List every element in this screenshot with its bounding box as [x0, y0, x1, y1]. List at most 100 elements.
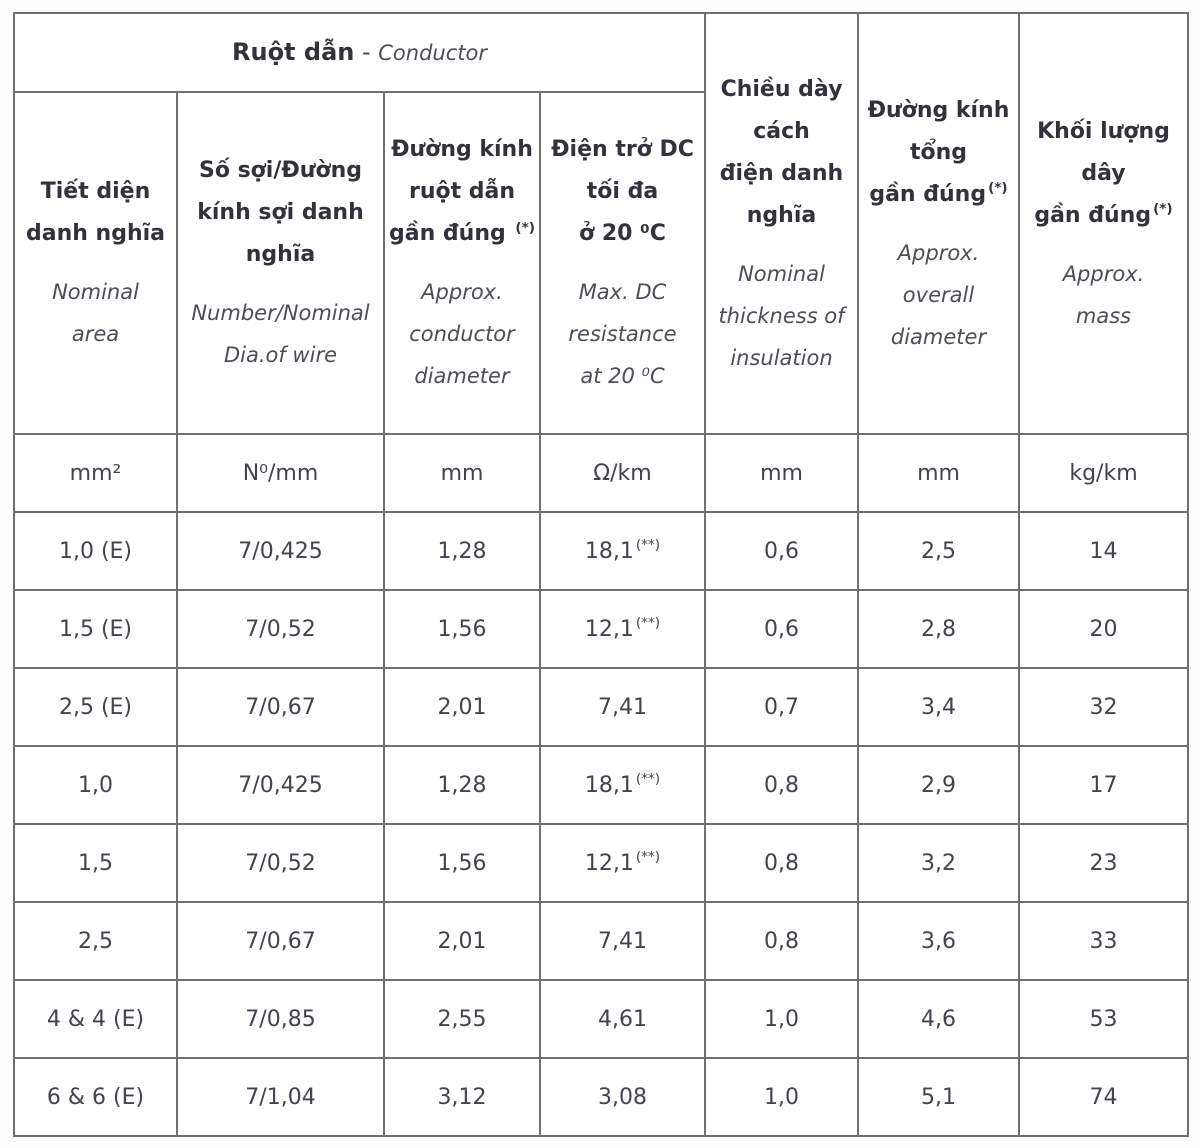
col-header-approx-overall-diameter: Đường kính tổng gần đúng (*) Approx. over… [857, 12, 1020, 435]
unit-mass: kg/km [1018, 433, 1189, 513]
unit-insulation-thickness: mm [704, 433, 859, 513]
cable-spec-table: Ruột dẫn - Conductor Chiều dày cách điện… [13, 12, 1189, 1137]
cell-nominal-insulation-thickness-row3: 0,7 [704, 667, 859, 747]
cell-number-nominal-dia-of-wire-row7: 7/0,85 [176, 979, 385, 1059]
cell-approx-mass-row7: 53 [1018, 979, 1189, 1059]
unit-conductor-diameter: mm [383, 433, 541, 513]
cell-max-dc-resistance-row2: 12,1 (**) [539, 589, 706, 669]
cell-nominal-insulation-thickness-row2: 0,6 [704, 589, 859, 669]
cell-approx-conductor-diameter-row5: 1,56 [383, 823, 541, 903]
unit-dc-resistance: Ω/km [539, 433, 706, 513]
footnote-mark: (**) [635, 615, 661, 632]
cell-max-dc-resistance-row3: 7,41 [539, 667, 706, 747]
table-row-3: 2,5 (E) 7/0,67 2,01 7,41 0,7 3,4 32 [13, 667, 1189, 747]
cell-number-nominal-dia-of-wire-row5: 7/0,52 [176, 823, 385, 903]
col-header-nominal-insulation-thickness: Chiều dày cách điện danh nghĩa Nominal t… [704, 12, 859, 435]
cell-number-nominal-dia-of-wire-row1: 7/0,425 [176, 511, 385, 591]
cell-nominal-area-row2: 1,5 (E) [13, 589, 178, 669]
cell-approx-overall-diameter-row6: 3,6 [857, 901, 1020, 981]
header-en-conductor-diameter: Approx. conductor diameter [409, 280, 515, 388]
cell-max-dc-resistance-row4: 18,1 (**) [539, 745, 706, 825]
column-header-row: Tiết diện danh nghĩa Nominal area Số sợi… [13, 91, 1188, 435]
cell-nominal-insulation-thickness-row6: 0,8 [704, 901, 859, 981]
cell-approx-conductor-diameter-row2: 1,56 [383, 589, 541, 669]
footnote-mark: (**) [635, 771, 661, 788]
group-header-title: Ruột dẫn - Conductor [232, 38, 487, 66]
header-footnote-mark: (*) [988, 180, 1008, 197]
group-header-separator: - [354, 37, 379, 66]
cell-approx-conductor-diameter-row7: 2,55 [383, 979, 541, 1059]
header-vi-overall-diameter: Đường kính tổng gần đúng (*) [867, 97, 1010, 207]
cell-approx-overall-diameter-row2: 2,8 [857, 589, 1020, 669]
header-vi-insulation: Chiều dày cách điện danh nghĩa [719, 76, 844, 228]
table-body: 1,0 (E) 7/0,425 1,28 18,1 (**) 0,6 2,5 14 1,5 (E… [13, 511, 1189, 1137]
cell-approx-overall-diameter-row1: 2,5 [857, 511, 1020, 591]
header-en-number-dia: Number/Nominal Dia.of wire [191, 301, 370, 367]
cell-approx-conductor-diameter-row8: 3,12 [383, 1057, 541, 1137]
table-row-7: 4 & 4 (E) 7/0,85 2,55 4,61 1,0 4,6 53 [13, 979, 1189, 1059]
header-en-mass: Approx. mass [1062, 261, 1145, 328]
cell-number-nominal-dia-of-wire-row8: 7/1,04 [176, 1057, 385, 1137]
cell-approx-overall-diameter-row3: 3,4 [857, 667, 1020, 747]
unit-overall-diameter: mm [857, 433, 1020, 513]
cell-approx-mass-row1: 14 [1018, 511, 1189, 591]
cell-approx-mass-row2: 20 [1018, 589, 1189, 669]
group-header-en: Conductor [378, 40, 487, 65]
footnote-mark: (**) [635, 537, 661, 554]
cell-approx-conductor-diameter-row6: 2,01 [383, 901, 541, 981]
group-header-vi: Ruột dẫn [232, 37, 355, 66]
col-header-approx-mass: Khối lượng dây gần đúng (*) Approx. mass [1018, 12, 1189, 435]
table-row-8: 6 & 6 (E) 7/1,04 3,12 3,08 1,0 5,1 74 [13, 1057, 1189, 1137]
cell-max-dc-resistance-row1: 18,1 (**) [539, 511, 706, 591]
unit-number-dia: N⁰/mm [176, 433, 385, 513]
cell-approx-mass-row8: 74 [1018, 1057, 1189, 1137]
header-vi-dc-resistance: Điện trở DC tối đa ở 20 ⁰C [551, 137, 694, 246]
table-row-4: 1,0 7/0,425 1,28 18,1 (**) 0,8 2,9 17 [13, 745, 1189, 825]
unit-nominal-area: mm² [13, 433, 178, 513]
group-header-conductor: Ruột dẫn - Conductor [13, 12, 706, 93]
cell-approx-mass-row5: 23 [1018, 823, 1189, 903]
cell-nominal-area-row7: 4 & 4 (E) [13, 979, 178, 1059]
cell-approx-mass-row6: 33 [1018, 901, 1189, 981]
header-en-insulation: Nominal thickness of insulation [718, 261, 845, 370]
col-header-max-dc-resistance: Điện trở DC tối đa ở 20 ⁰C Max. DC resis… [539, 91, 706, 435]
cell-nominal-area-row5: 1,5 [13, 823, 178, 903]
header-vi-conductor-diameter: Đường kính ruột dẫn gần đúng (*) [389, 137, 536, 246]
cell-approx-mass-row3: 32 [1018, 667, 1189, 747]
group-header-row: Ruột dẫn - Conductor Chiều dày cách điện… [13, 12, 1189, 435]
cell-nominal-insulation-thickness-row5: 0,8 [704, 823, 859, 903]
cell-approx-overall-diameter-row8: 5,1 [857, 1057, 1020, 1137]
col-header-number-nominal-dia-of-wire: Số sợi/Đường kính sợi danh nghĩa Number/… [176, 91, 385, 435]
cell-nominal-area-row1: 1,0 (E) [13, 511, 178, 591]
cell-nominal-insulation-thickness-row7: 1,0 [704, 979, 859, 1059]
cell-approx-conductor-diameter-row3: 2,01 [383, 667, 541, 747]
header-vi-number-dia: Số sợi/Đường kính sợi danh nghĩa [197, 158, 364, 267]
header-footnote-mark: (*) [1153, 201, 1173, 218]
header-en-dc-resistance: Max. DC resistance at 20 ⁰C [568, 280, 677, 388]
cell-approx-overall-diameter-row5: 3,2 [857, 823, 1020, 903]
cell-nominal-area-row8: 6 & 6 (E) [13, 1057, 178, 1137]
cell-number-nominal-dia-of-wire-row3: 7/0,67 [176, 667, 385, 747]
cell-number-nominal-dia-of-wire-row4: 7/0,425 [176, 745, 385, 825]
cell-max-dc-resistance-row5: 12,1 (**) [539, 823, 706, 903]
cell-max-dc-resistance-row6: 7,41 [539, 901, 706, 981]
col-header-nominal-area: Tiết diện danh nghĩa Nominal area [13, 91, 178, 435]
table-row-1: 1,0 (E) 7/0,425 1,28 18,1 (**) 0,6 2,5 14 [13, 511, 1189, 591]
units-row: mm² N⁰/mm mm Ω/km mm mm kg/km [13, 433, 1189, 513]
table-row-5: 1,5 7/0,52 1,56 12,1 (**) 0,8 3,2 23 [13, 823, 1189, 903]
header-footnote-mark: (*) [515, 219, 536, 236]
header-en-overall-diameter: Approx. overall diameter [890, 240, 987, 349]
table-row-6: 2,5 7/0,67 2,01 7,41 0,8 3,6 33 [13, 901, 1189, 981]
cell-approx-conductor-diameter-row4: 1,28 [383, 745, 541, 825]
cell-approx-overall-diameter-row4: 2,9 [857, 745, 1020, 825]
cell-approx-conductor-diameter-row1: 1,28 [383, 511, 541, 591]
col-header-approx-conductor-diameter: Đường kính ruột dẫn gần đúng (*) Approx.… [383, 91, 541, 435]
cell-nominal-insulation-thickness-row4: 0,8 [704, 745, 859, 825]
cell-nominal-insulation-thickness-row1: 0,6 [704, 511, 859, 591]
cell-nominal-area-row6: 2,5 [13, 901, 178, 981]
cell-approx-overall-diameter-row7: 4,6 [857, 979, 1020, 1059]
cell-max-dc-resistance-row7: 4,61 [539, 979, 706, 1059]
cell-nominal-area-row4: 1,0 [13, 745, 178, 825]
cell-approx-mass-row4: 17 [1018, 745, 1189, 825]
